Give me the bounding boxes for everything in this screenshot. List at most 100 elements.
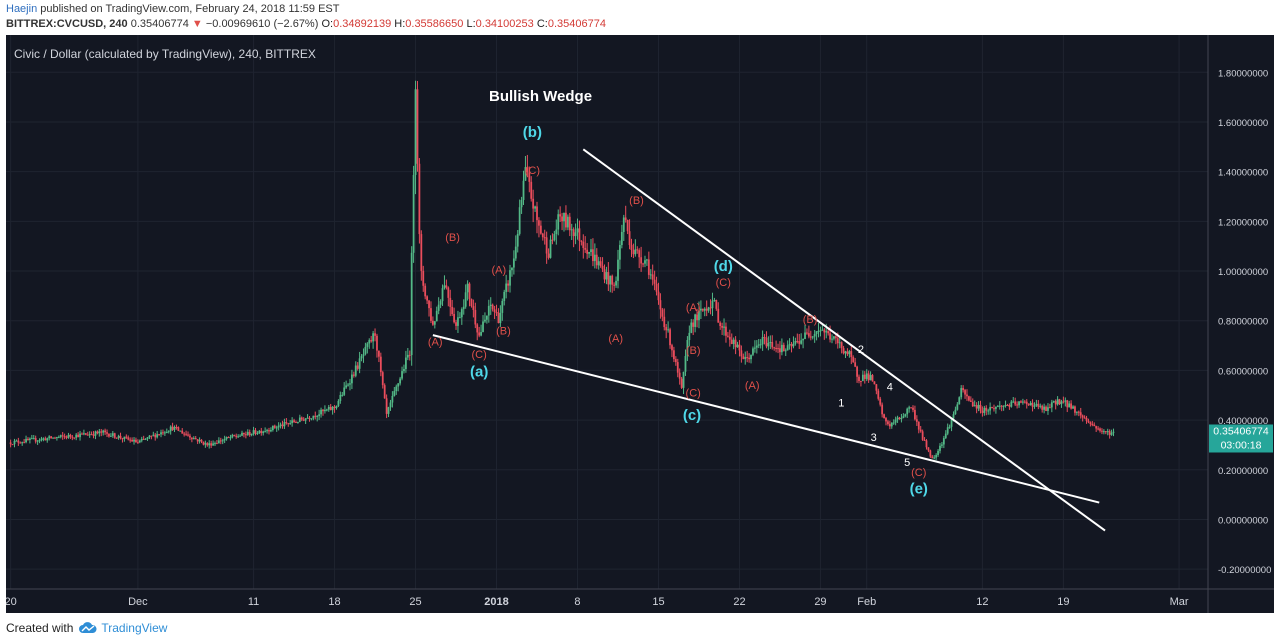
candle-body (543, 237, 546, 239)
candle-body (848, 351, 851, 355)
candle-body (460, 309, 463, 318)
candle-body (586, 249, 589, 254)
candle-body (659, 300, 662, 310)
candle-body (36, 440, 39, 442)
candle-body (75, 434, 78, 438)
candle-body (607, 272, 610, 285)
candle-body (275, 427, 278, 429)
wave-label-red: (B) (445, 232, 460, 244)
candle-body (761, 337, 764, 345)
wave-label-red: (B) (686, 345, 701, 357)
price-chart[interactable]: (A)(B)(C)(A)(B)(a)(b)(C)(A)(B)(A)(B)(C)(… (6, 35, 1274, 613)
candle-body (1074, 406, 1076, 413)
candle-body (576, 228, 579, 233)
candle-body (1077, 411, 1080, 413)
wave-label-white: 5 (904, 457, 910, 469)
candle-body (867, 373, 870, 381)
candle-body (649, 274, 652, 276)
candle-body (57, 436, 60, 438)
candle-body (541, 233, 544, 238)
candle-body (532, 198, 535, 209)
price-tick-label: 0.80000000 (1218, 317, 1268, 328)
candle-body (150, 435, 153, 437)
price-axis-labels: 1.80000000 1.60000000 1.40000000 1.20000000… (1218, 68, 1271, 576)
candle-body (54, 437, 56, 439)
trendlines[interactable] (432, 148, 1106, 532)
candle-body (865, 373, 868, 379)
candle-body (1006, 404, 1009, 406)
candle-body (680, 378, 683, 388)
candle-body (1101, 430, 1103, 432)
candle-body (802, 338, 804, 341)
candle-body (335, 405, 338, 409)
wave-label-white: 2 (858, 344, 864, 356)
candle-body (694, 314, 697, 327)
candle-body (1023, 401, 1026, 403)
candle-body (572, 229, 575, 237)
candle-body (700, 308, 702, 311)
candle-body (11, 444, 14, 446)
candle-body (248, 431, 251, 436)
candle-body (512, 258, 515, 268)
candle-body (322, 409, 324, 412)
candle-body (312, 415, 315, 419)
candle-body (69, 434, 72, 437)
candle-body (241, 432, 243, 436)
candle-body (129, 439, 132, 441)
candle-body (914, 409, 916, 420)
author-link[interactable]: Haejin (6, 3, 38, 15)
candle-body (325, 409, 328, 411)
candle-body (1106, 431, 1109, 433)
candle-body (464, 292, 467, 307)
candle-body (453, 314, 455, 323)
candle-body (1008, 405, 1011, 407)
candle-body (804, 332, 806, 339)
candle-body (358, 358, 361, 369)
candle-body (138, 440, 141, 443)
candle-body (983, 407, 986, 413)
tradingview-brand[interactable]: TradingView (79, 621, 167, 635)
candle-body (23, 442, 26, 444)
candle-body (422, 270, 425, 286)
candle-body (404, 357, 407, 370)
candle-body (852, 357, 855, 363)
price-axis[interactable] (1208, 35, 1274, 589)
candle-body (807, 333, 810, 337)
candle-body (879, 398, 882, 405)
candle-body (1021, 401, 1024, 403)
candle-body (389, 402, 392, 408)
candle-body (19, 442, 22, 444)
candle-body (79, 433, 81, 438)
candle-body (580, 240, 583, 242)
candle-body (620, 231, 623, 246)
symbol-label: BITTREX:CVCUSD, 240 (6, 18, 128, 30)
candle-body (647, 259, 650, 275)
candle-body (152, 434, 155, 436)
candle-body (831, 338, 833, 340)
low-label: L: (466, 18, 476, 30)
candle-body (705, 308, 708, 311)
candle-body (888, 424, 891, 427)
candle-body (646, 259, 648, 261)
wave-label-red: (A) (745, 380, 760, 392)
candle-body (784, 350, 787, 352)
candles (9, 80, 1115, 461)
candle-body (701, 308, 704, 311)
candle-body (216, 443, 218, 445)
grid-lines (6, 35, 1208, 589)
candle-body (696, 314, 698, 321)
chart-background (6, 35, 1274, 613)
candle-body (817, 330, 820, 332)
candle-body (642, 263, 644, 265)
candle-body (790, 344, 793, 347)
candle-body (437, 304, 440, 311)
candle-body (885, 418, 887, 422)
candle-body (231, 434, 234, 438)
tradingview-cloud-icon (79, 622, 97, 633)
candle-body (565, 212, 567, 228)
price-tick-label: 1.60000000 (1218, 118, 1268, 129)
candle-body (300, 417, 303, 420)
candle-body (894, 419, 897, 423)
candle-body (295, 422, 297, 424)
candle-body (948, 426, 951, 428)
